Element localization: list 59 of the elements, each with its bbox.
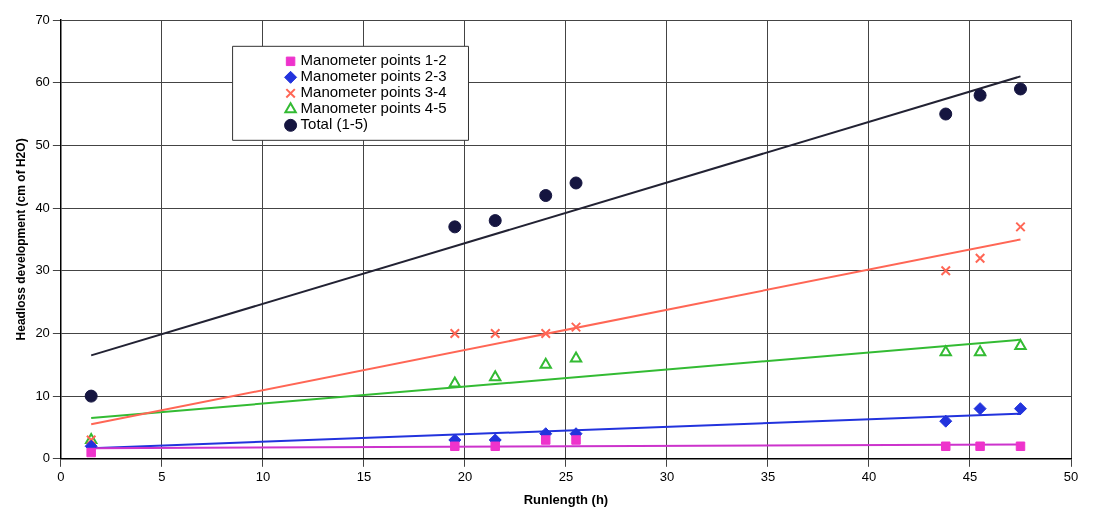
- point: [940, 265, 951, 276]
- point: [448, 376, 462, 388]
- point: [939, 107, 953, 121]
- y-tick-label: 0: [42, 450, 50, 466]
- point: [449, 328, 461, 339]
- x-tick-label: 50: [1063, 469, 1079, 485]
- point: [489, 328, 501, 339]
- legend-label: Manometer points 4-5: [300, 99, 447, 117]
- point: [570, 321, 582, 333]
- point: [86, 447, 96, 458]
- x-axis-title: Runlength (h): [523, 491, 609, 507]
- point: [939, 345, 952, 357]
- point: [1015, 221, 1026, 233]
- x-tick-label: 0: [57, 469, 65, 485]
- point: [569, 351, 583, 363]
- point: [1015, 441, 1026, 452]
- point: [1013, 402, 1027, 416]
- legend-label: Manometer points 3-4: [300, 83, 447, 101]
- x-tick-label: 45: [962, 469, 978, 485]
- y-tick-label: 10: [35, 387, 50, 403]
- point: [489, 370, 502, 382]
- x-tick-label: 10: [255, 469, 271, 485]
- point: [540, 435, 551, 445]
- point: [973, 345, 987, 357]
- point: [448, 220, 462, 234]
- point: [539, 357, 552, 369]
- y-tick-label: 70: [35, 11, 50, 27]
- point: [488, 214, 502, 228]
- y-tick-label: 30: [35, 262, 50, 278]
- y-tick-label: 60: [35, 74, 50, 90]
- point: [450, 441, 460, 452]
- point: [1013, 82, 1027, 96]
- point: [540, 328, 551, 339]
- legend-label: Manometer points 1-2: [300, 51, 447, 69]
- point: [973, 88, 987, 102]
- point: [975, 441, 985, 452]
- x-tick-label: 40: [861, 469, 877, 485]
- point: [939, 414, 953, 428]
- x-tick-label: 20: [457, 469, 473, 485]
- point: [941, 441, 951, 452]
- point: [974, 252, 986, 264]
- x-tick-label: 5: [158, 469, 166, 485]
- point: [569, 176, 583, 190]
- point: [539, 189, 553, 203]
- y-tick-label: 40: [35, 199, 50, 215]
- legend-label: Total (1-5): [300, 115, 369, 133]
- point: [973, 402, 987, 416]
- point: [571, 435, 581, 445]
- y-axis-title: Headloss development (cm of H2O): [13, 138, 28, 341]
- x-tick-label: 25: [558, 469, 574, 485]
- x-tick-label: 30: [659, 469, 675, 485]
- x-tick-label: 35: [760, 469, 776, 485]
- point: [490, 441, 500, 452]
- point: [84, 389, 98, 403]
- x-tick-label: 15: [356, 469, 372, 485]
- point: [1014, 338, 1027, 350]
- legend-label: Manometer points 2-3: [300, 67, 447, 85]
- y-tick-label: 20: [35, 325, 50, 341]
- y-tick-label: 50: [35, 136, 50, 152]
